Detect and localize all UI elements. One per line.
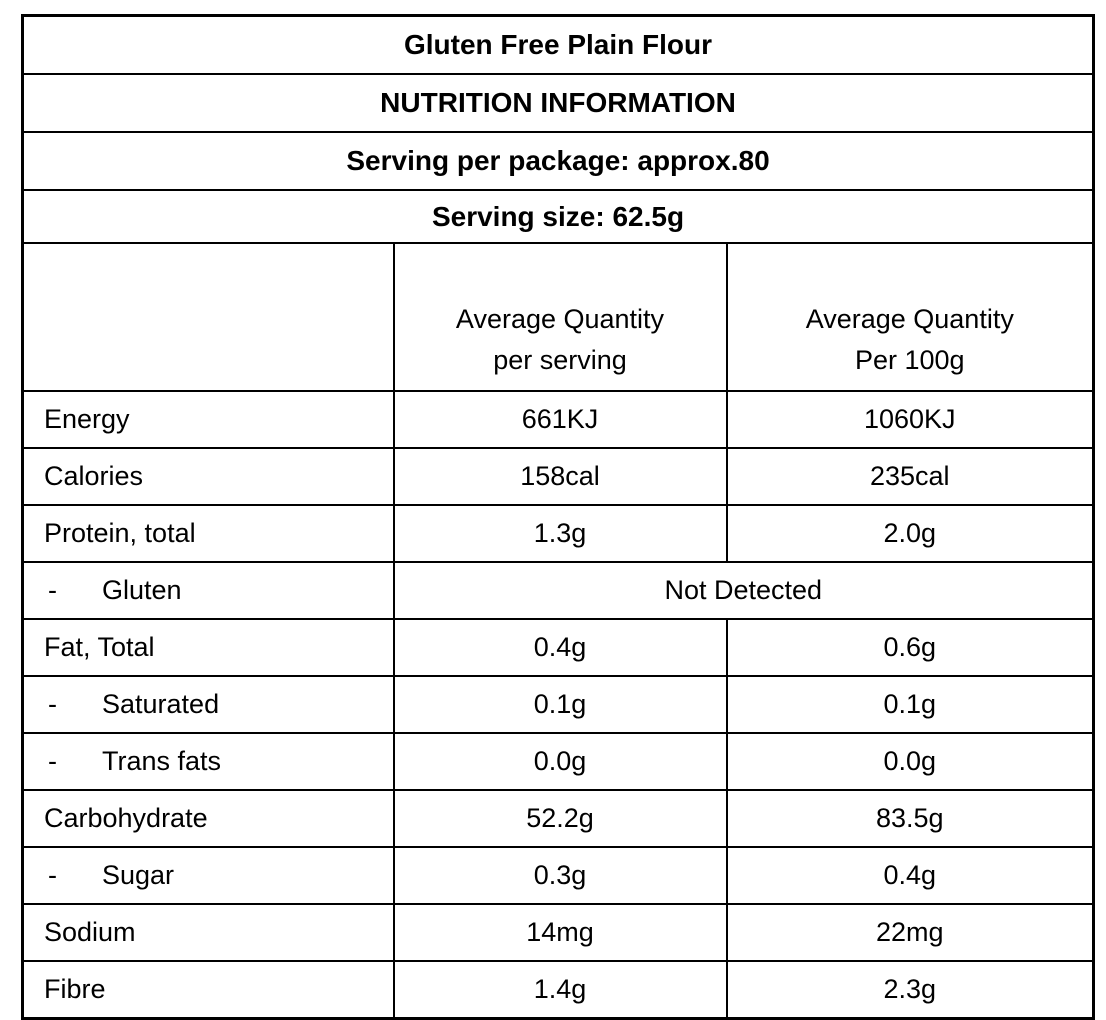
nutrient-name-cell: - Trans fats bbox=[21, 732, 395, 791]
per-serving-value-cell: 14mg bbox=[392, 903, 728, 962]
row-fibre: Fibre 1.4g 2.3g bbox=[21, 960, 1095, 1020]
dash-prefix: - bbox=[48, 860, 57, 890]
dash-prefix: - bbox=[48, 746, 57, 776]
nutrition-table: Gluten Free Plain Flour NUTRITION INFORM… bbox=[21, 14, 1096, 1020]
nutrient-name-cell: - Gluten bbox=[21, 561, 395, 620]
per-serving-header-line1: Average Quantity bbox=[455, 304, 665, 334]
section-title-row: NUTRITION INFORMATION bbox=[21, 73, 1095, 133]
per-serving-value-cell: 0.4g bbox=[392, 618, 728, 677]
row-gluten: - Gluten Not Detected bbox=[21, 561, 1095, 620]
per-serving-header-cell: Average Quantity per serving bbox=[392, 242, 728, 392]
per-100g-header-line2: Per 100g bbox=[854, 345, 965, 375]
row-energy: Energy 661KJ 1060KJ bbox=[21, 390, 1095, 449]
per-100g-value-cell: 0.1g bbox=[725, 675, 1095, 734]
nutrient-name-label: Sugar bbox=[102, 860, 175, 890]
row-sodium: Sodium 14mg 22mg bbox=[21, 903, 1095, 962]
per-serving-value-cell: 1.3g bbox=[392, 504, 728, 563]
empty-header-cell bbox=[21, 242, 395, 392]
nutrient-name-cell: Fibre bbox=[21, 960, 395, 1020]
dash-prefix: - bbox=[48, 575, 57, 605]
per-100g-value-cell: 83.5g bbox=[725, 789, 1095, 848]
row-fat: Fat, Total 0.4g 0.6g bbox=[21, 618, 1095, 677]
per-100g-header-line1: Average Quantity bbox=[805, 304, 1014, 334]
per-100g-value-cell: 1060KJ bbox=[725, 390, 1095, 449]
nutrient-name-cell: Sodium bbox=[21, 903, 395, 962]
row-protein: Protein, total 1.3g 2.0g bbox=[21, 504, 1095, 563]
serving-size-row: Serving size: 62.5g bbox=[21, 189, 1095, 244]
per-100g-value-cell: 0.0g bbox=[725, 732, 1095, 791]
nutrient-name-cell: Calories bbox=[21, 447, 395, 506]
row-saturated: - Saturated 0.1g 0.1g bbox=[21, 675, 1095, 734]
per-serving-value-cell: 1.4g bbox=[392, 960, 728, 1020]
per-serving-value-cell: 52.2g bbox=[392, 789, 728, 848]
dash-prefix: - bbox=[48, 689, 57, 719]
nutrient-name-cell: Energy bbox=[21, 390, 395, 449]
per-100g-header-cell: Average Quantity Per 100g bbox=[725, 242, 1095, 392]
product-title-row: Gluten Free Plain Flour bbox=[21, 14, 1095, 75]
per-serving-value-cell: 0.0g bbox=[392, 732, 728, 791]
serving-size: Serving size: 62.5g bbox=[21, 189, 1095, 244]
per-serving-header-line2: per serving bbox=[493, 345, 627, 375]
per-serving-value-cell: 661KJ bbox=[392, 390, 728, 449]
per-serving-value-cell: 158cal bbox=[392, 447, 728, 506]
per-100g-value-cell: 22mg bbox=[725, 903, 1095, 962]
servings-per-package-row: Serving per package: approx.80 bbox=[21, 131, 1095, 191]
merged-value-cell: Not Detected bbox=[392, 561, 1095, 620]
per-100g-value-cell: 0.4g bbox=[725, 846, 1095, 905]
per-serving-value-cell: 0.3g bbox=[392, 846, 728, 905]
row-carbohydrate: Carbohydrate 52.2g 83.5g bbox=[21, 789, 1095, 848]
section-title: NUTRITION INFORMATION bbox=[21, 73, 1095, 133]
per-100g-value-cell: 235cal bbox=[725, 447, 1095, 506]
per-100g-value-cell: 2.0g bbox=[725, 504, 1095, 563]
nutrient-name-label: Trans fats bbox=[102, 746, 222, 776]
column-header-row: Average Quantity per serving Average Qua… bbox=[21, 242, 1095, 392]
nutrient-name-cell: - Saturated bbox=[21, 675, 395, 734]
nutrient-name-cell: Carbohydrate bbox=[21, 789, 395, 848]
row-calories: Calories 158cal 235cal bbox=[21, 447, 1095, 506]
per-100g-value-cell: 0.6g bbox=[725, 618, 1095, 677]
row-trans-fats: - Trans fats 0.0g 0.0g bbox=[21, 732, 1095, 791]
product-title: Gluten Free Plain Flour bbox=[21, 14, 1095, 75]
nutrient-name-label: Gluten bbox=[102, 575, 182, 605]
per-serving-value-cell: 0.1g bbox=[392, 675, 728, 734]
servings-per-package: Serving per package: approx.80 bbox=[21, 131, 1095, 191]
nutrient-name-label: Saturated bbox=[102, 689, 220, 719]
nutrient-name-cell: Fat, Total bbox=[21, 618, 395, 677]
row-sugar: - Sugar 0.3g 0.4g bbox=[21, 846, 1095, 905]
per-100g-value-cell: 2.3g bbox=[725, 960, 1095, 1020]
nutrient-name-cell: - Sugar bbox=[21, 846, 395, 905]
nutrient-name-cell: Protein, total bbox=[21, 504, 395, 563]
